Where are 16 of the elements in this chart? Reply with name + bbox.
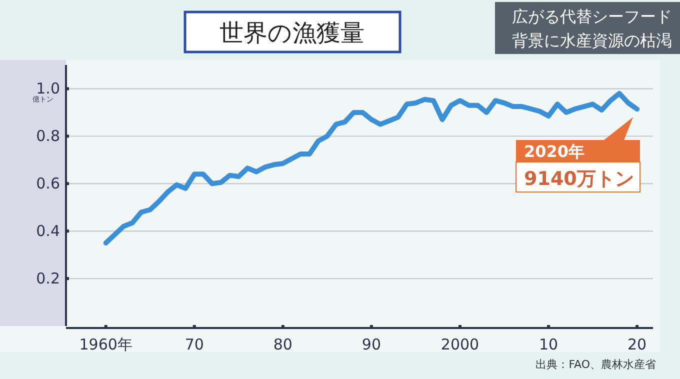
annotation: 2020年 (524, 142, 585, 161)
x-tick-label: 70 (184, 336, 204, 354)
x-tick-label: 10 (538, 336, 558, 354)
source-note: 出典：FAO、農林水産省 (536, 358, 656, 371)
x-tick-label: 20 (628, 336, 647, 354)
y-tick-label: 0.8 (36, 126, 60, 145)
annotation: 9140万トン (524, 168, 634, 190)
x-tick-label: 1960年 (79, 336, 132, 354)
x-tick-label: 2000 (440, 336, 480, 354)
chart-subtitle: 広がる代替シーフード背景に水産資源の枯渇 (512, 7, 672, 50)
y-tick-label: 0.6 (36, 174, 60, 192)
y-tick-label: 0.2 (36, 269, 60, 288)
x-tick-label: 80 (273, 336, 292, 354)
y-tick-label: 0.4 (36, 222, 60, 240)
chart-title: 世界の漁獲量 (220, 19, 364, 47)
x-tick-label: 90 (362, 336, 381, 354)
